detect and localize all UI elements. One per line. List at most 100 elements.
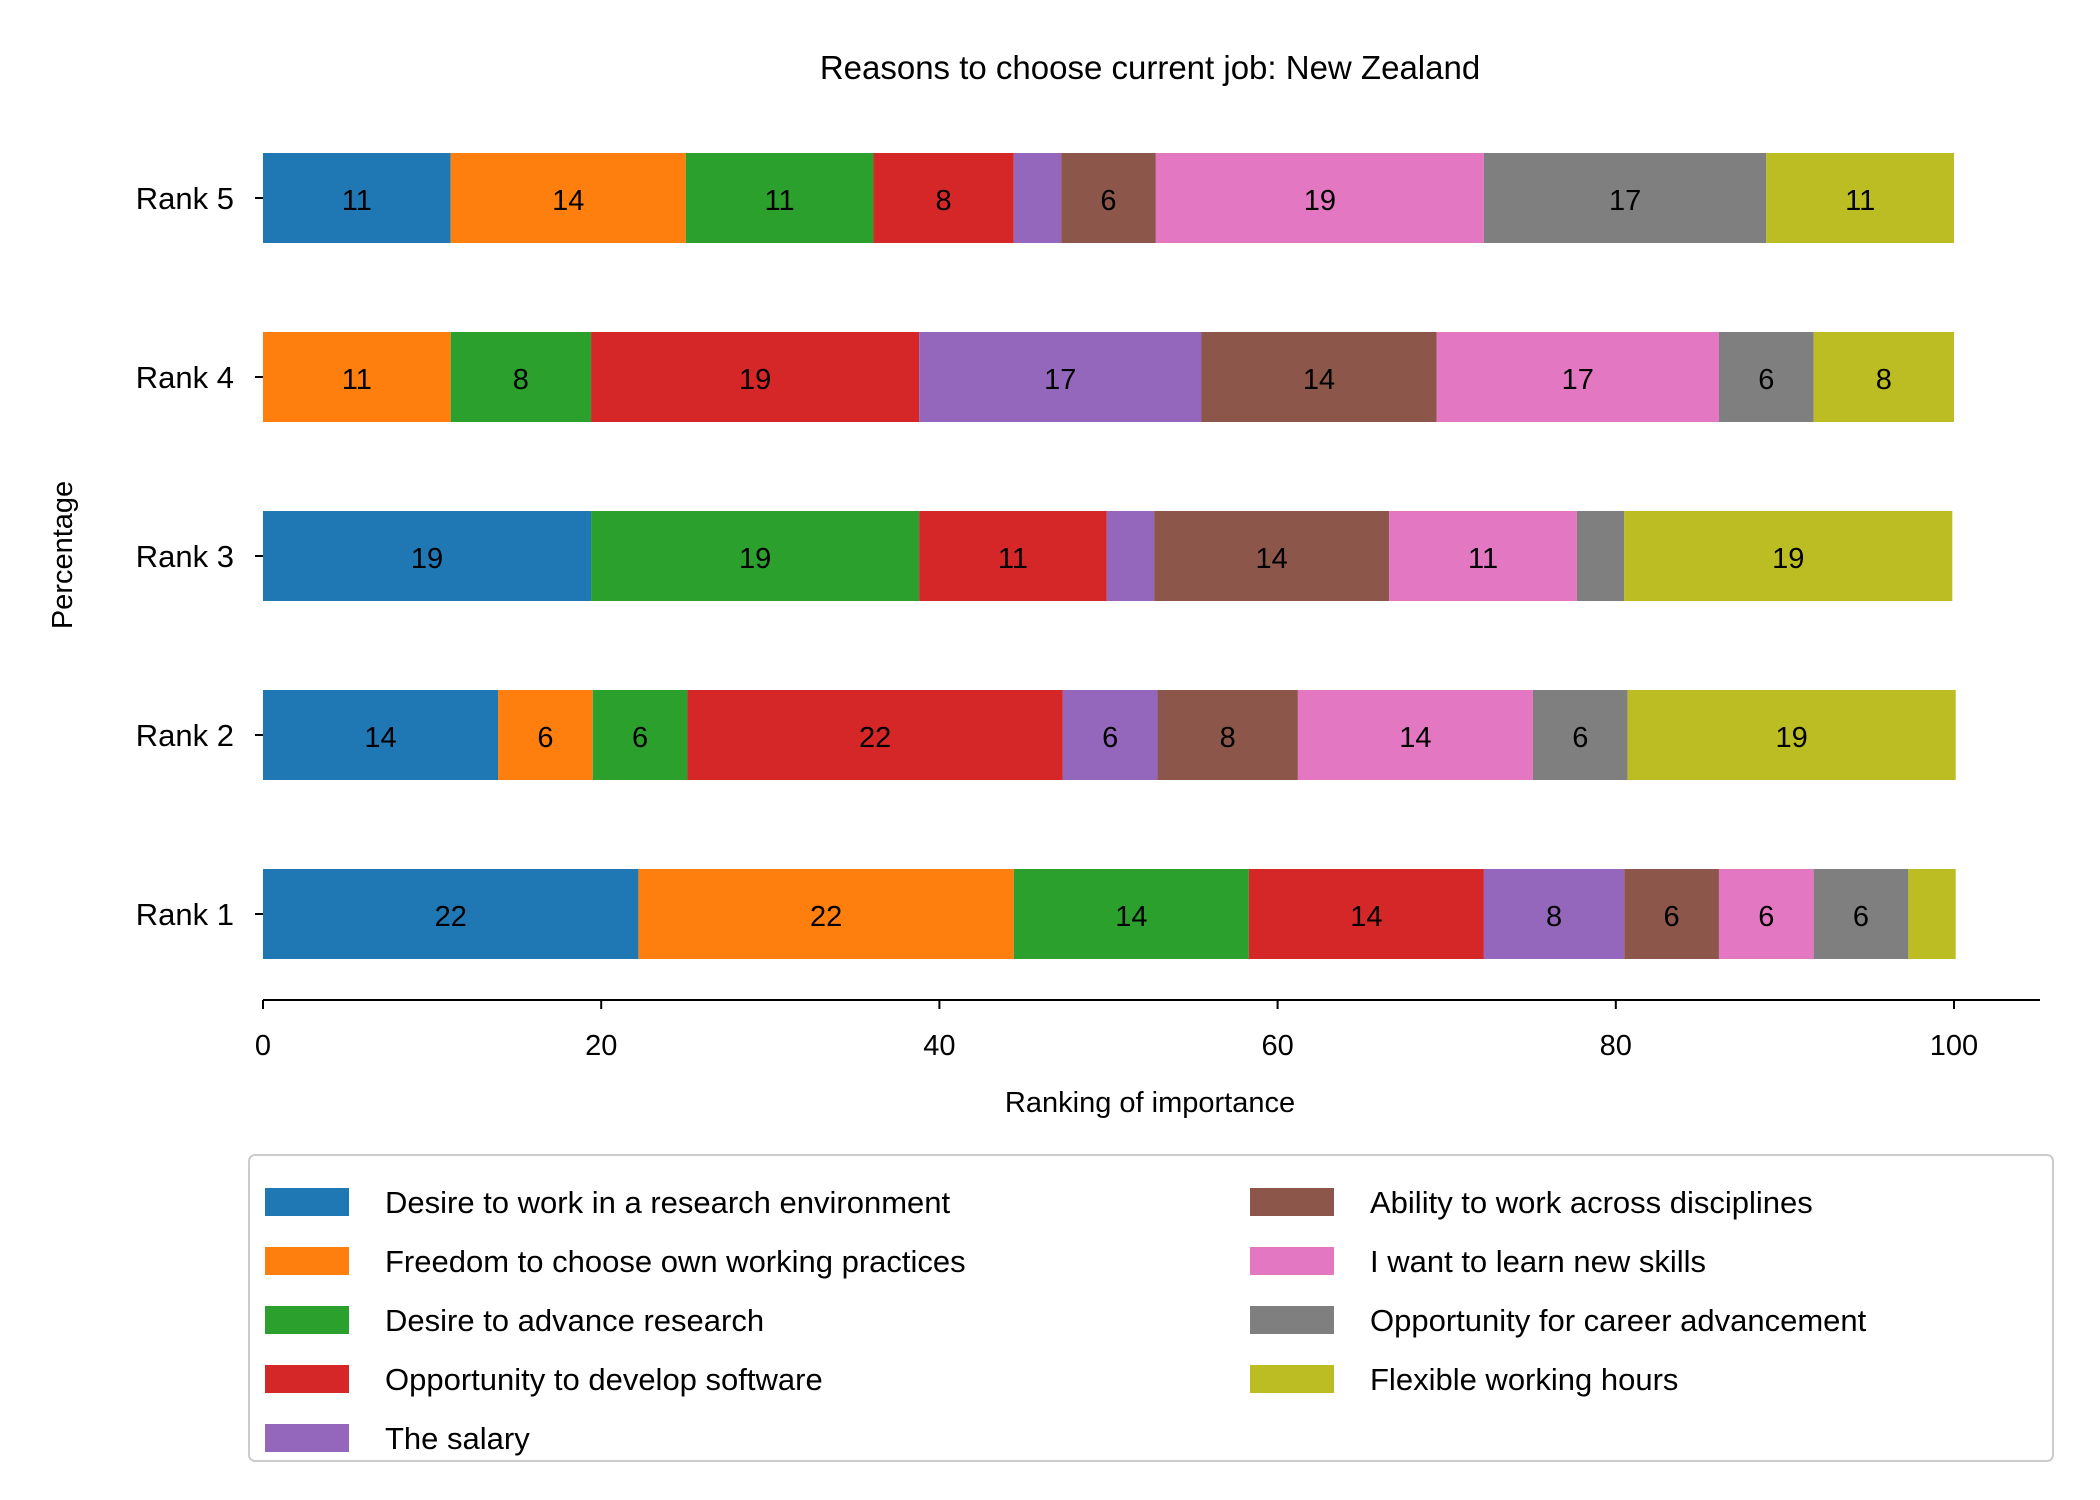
bar-value-label: 11 bbox=[342, 185, 372, 217]
bar-value-label: 14 bbox=[364, 722, 396, 754]
bar-value-label: 8 bbox=[513, 364, 529, 396]
bar-value-label: 8 bbox=[936, 185, 952, 217]
bar-segment bbox=[1297, 690, 1533, 780]
bar-segment bbox=[1157, 690, 1298, 780]
legend-swatch bbox=[265, 1188, 349, 1216]
bar-value-label: 19 bbox=[739, 364, 771, 396]
legend-item: Freedom to choose own working practices bbox=[265, 1244, 966, 1279]
bar-segment bbox=[1155, 153, 1484, 243]
legend-label: Freedom to choose own working practices bbox=[385, 1244, 966, 1279]
bar-segment bbox=[1013, 153, 1062, 243]
legend-swatch bbox=[265, 1365, 349, 1393]
bar-value-label: 8 bbox=[1546, 901, 1562, 933]
bar-value-label: 11 bbox=[342, 364, 372, 396]
bar-segment bbox=[1389, 511, 1577, 601]
x-axis-label: Ranking of importance bbox=[1005, 1087, 1295, 1119]
x-tick-label: 100 bbox=[1930, 1030, 1978, 1062]
bar-value-label: 14 bbox=[1399, 722, 1431, 754]
y-tick-label: Rank 3 bbox=[136, 539, 234, 574]
bar-segment bbox=[1718, 332, 1814, 422]
bar-value-label: 19 bbox=[1776, 722, 1808, 754]
y-tick-label: Rank 4 bbox=[136, 360, 234, 395]
bar-value-label: 6 bbox=[1664, 901, 1680, 933]
bar-segment bbox=[1483, 869, 1625, 959]
bar-segment bbox=[638, 869, 1014, 959]
bar-segment bbox=[1106, 511, 1155, 601]
bars-group: 22 22 14 14 8 6 6 6 14 6 6 22 6 8 14 6 19 19 19 11 14 11 19 11 8… bbox=[263, 153, 1956, 959]
legend-item: Opportunity to develop software bbox=[265, 1362, 823, 1397]
bar-value-label: 6 bbox=[1572, 722, 1588, 754]
legend-swatch bbox=[265, 1247, 349, 1275]
legend-item: I want to learn new skills bbox=[1250, 1244, 1706, 1279]
bar-segment bbox=[263, 511, 592, 601]
legend-item: Opportunity for career advancement bbox=[1250, 1303, 1867, 1338]
bar-segment bbox=[1436, 332, 1719, 422]
bar-value-label: 17 bbox=[1562, 364, 1594, 396]
bar-value-label: 19 bbox=[411, 543, 443, 575]
x-tick-label: 40 bbox=[923, 1030, 955, 1062]
bar-segment bbox=[1013, 869, 1249, 959]
bar-segment bbox=[263, 869, 639, 959]
bar-value-label: 8 bbox=[1220, 722, 1236, 754]
x-tick-label: 20 bbox=[585, 1030, 617, 1062]
x-axis: 0 20 40 60 80 100 bbox=[255, 999, 2040, 1062]
bar-value-label: 14 bbox=[1303, 364, 1335, 396]
bar-value-label: 22 bbox=[435, 901, 467, 933]
bar-segment bbox=[685, 153, 874, 243]
bar-value-label: 19 bbox=[1772, 543, 1804, 575]
bar-value-label: 6 bbox=[1100, 185, 1116, 217]
bar-value-label: 6 bbox=[1102, 722, 1118, 754]
legend-label: Ability to work across disciplines bbox=[1370, 1185, 1813, 1220]
y-tick-label: Rank 1 bbox=[136, 897, 234, 932]
bar-segment bbox=[263, 153, 451, 243]
bar-segment bbox=[687, 690, 1063, 780]
y-tick-label: Rank 5 bbox=[136, 181, 234, 216]
legend-swatch bbox=[1250, 1247, 1334, 1275]
bar-segment bbox=[263, 332, 451, 422]
y-tick-label: Rank 2 bbox=[136, 718, 234, 753]
bar-value-label: 6 bbox=[537, 722, 553, 754]
y-axis: Rank 1 Rank 2 Rank 3 Rank 4 Rank 5 bbox=[136, 181, 263, 932]
bar-segment bbox=[1062, 690, 1158, 780]
bar-segment bbox=[1624, 511, 1953, 601]
bar-value-label: 14 bbox=[552, 185, 584, 217]
bar-segment bbox=[1483, 153, 1767, 243]
bar-value-label: 17 bbox=[1044, 364, 1076, 396]
bar-value-label: 6 bbox=[1758, 364, 1774, 396]
bar-segment bbox=[1061, 153, 1156, 243]
bar-value-label: 11 bbox=[998, 543, 1028, 575]
y-axis-label: Percentage bbox=[47, 481, 79, 629]
bar-value-label: 6 bbox=[1758, 901, 1774, 933]
bar-value-label: 14 bbox=[1350, 901, 1382, 933]
bar-value-label: 19 bbox=[739, 543, 771, 575]
bar-segment bbox=[1718, 869, 1814, 959]
bar-value-label: 6 bbox=[632, 722, 648, 754]
legend-item: Desire to work in a research environment bbox=[265, 1185, 951, 1220]
legend-swatch bbox=[265, 1424, 349, 1452]
legend-label: The salary bbox=[385, 1421, 530, 1456]
bar-segment bbox=[591, 511, 920, 601]
bar-segment bbox=[1576, 511, 1625, 601]
legend-swatch bbox=[1250, 1365, 1334, 1393]
bar-segment bbox=[1627, 690, 1956, 780]
bar-value-label: 11 bbox=[1845, 185, 1875, 217]
chart-title: Reasons to choose current job: New Zeala… bbox=[820, 49, 1480, 86]
legend-swatch bbox=[1250, 1188, 1334, 1216]
bar-value-label: 14 bbox=[1115, 901, 1147, 933]
legend-label: Flexible working hours bbox=[1370, 1362, 1678, 1397]
bar-segment bbox=[1624, 869, 1719, 959]
bar-value-label: 19 bbox=[1304, 185, 1336, 217]
legend-item: The salary bbox=[265, 1421, 530, 1456]
bar-segment bbox=[450, 332, 592, 422]
bar-segment bbox=[919, 332, 1202, 422]
legend-label: Desire to work in a research environment bbox=[385, 1185, 951, 1220]
bar-segment bbox=[1813, 332, 1954, 422]
legend-swatch bbox=[1250, 1306, 1334, 1334]
legend-item: Flexible working hours bbox=[1250, 1362, 1678, 1397]
bar-segment bbox=[1813, 869, 1909, 959]
legend-item: Ability to work across disciplines bbox=[1250, 1185, 1813, 1220]
bar-value-label: 22 bbox=[859, 722, 891, 754]
bar-segment bbox=[1201, 332, 1437, 422]
x-tick-label: 60 bbox=[1261, 1030, 1293, 1062]
